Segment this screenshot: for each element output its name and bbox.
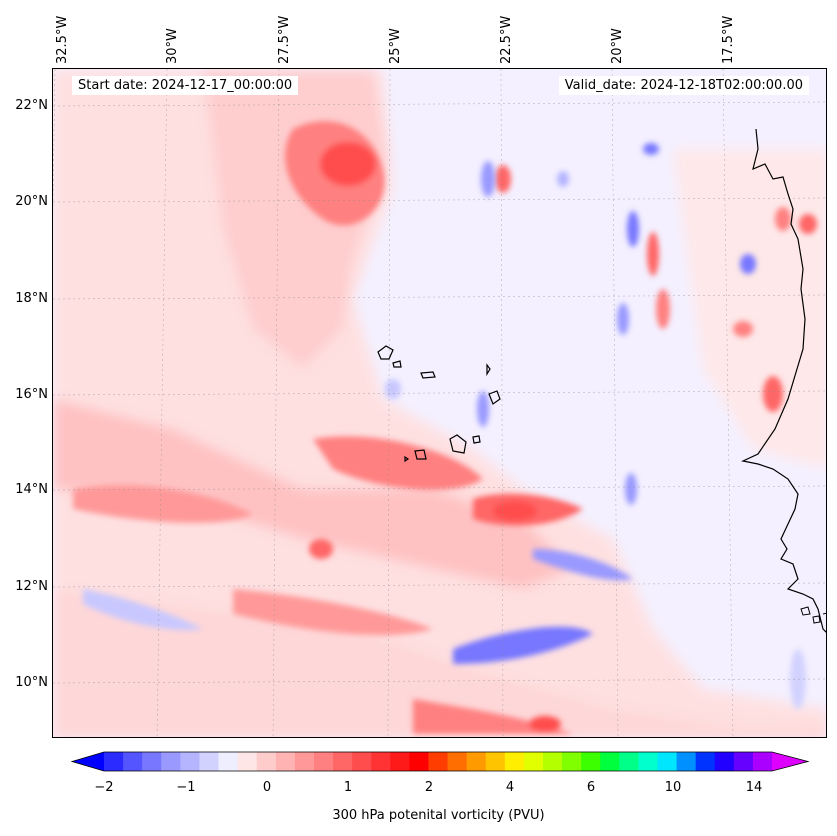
colorbar-label: 300 hPa potenital vorticity (PVU): [332, 808, 545, 823]
colorbar-segment: [504, 752, 525, 771]
lat-label-18n: 18°N: [15, 291, 48, 306]
graticule: [53, 69, 826, 737]
colorbar-segment: [333, 752, 353, 771]
colorbar-segment: [180, 752, 200, 771]
cb-tick-10: 10: [664, 780, 682, 795]
lat-label-14n: 14°N: [15, 482, 48, 497]
lat-label-22n: 22°N: [15, 98, 48, 113]
lon-label-32-5w: 32.5°W: [55, 15, 70, 64]
lon-label-17-5w: 17.5°W: [721, 15, 736, 64]
colorbar-segment: [466, 752, 487, 771]
colorbar-segment: [733, 752, 754, 771]
lon-label-20w: 20°W: [610, 28, 625, 64]
strong-positive-features: [73, 121, 817, 734]
colorbar-segment: [676, 752, 697, 771]
colorbar-segment: [523, 752, 544, 771]
colorbar-segment: [218, 752, 239, 771]
cb-tick-minus2: −2: [94, 780, 114, 795]
colorbar-segment: [256, 752, 277, 771]
colorbar-segment: [695, 752, 716, 771]
colorbar-segment: [638, 752, 658, 771]
colorbar-segment: [619, 752, 639, 771]
colorbar-segment: [275, 752, 296, 771]
colorbar-segment: [123, 752, 143, 771]
lat-label-12n: 12°N: [15, 579, 48, 594]
colorbar-segment: [161, 752, 181, 771]
colorbar-segment: [294, 752, 315, 771]
lon-label-30w: 30°W: [165, 28, 180, 64]
lat-label-10n: 10°N: [15, 675, 48, 690]
lon-label-27-5w: 27.5°W: [277, 15, 292, 64]
colorbar-segment: [409, 752, 429, 771]
colorbar-segment: [199, 752, 220, 771]
colorbar-segment: [485, 752, 506, 771]
cape-verde-islands: [377, 345, 501, 463]
lon-label-22-5w: 22.5°W: [499, 15, 514, 64]
colorbar: [70, 751, 810, 772]
lat-label-16n: 16°N: [15, 387, 48, 402]
valid-date-box: Valid_date: 2024-12-18T02:00:00.00: [558, 76, 809, 95]
cb-tick-0: 0: [262, 780, 272, 795]
colorbar-segment: [562, 752, 582, 771]
colorbar-segment: [237, 752, 258, 771]
pv-map: [52, 68, 827, 738]
cb-tick-2: 2: [424, 780, 434, 795]
african-coastline: [741, 128, 826, 633]
cb-tick-minus1: −1: [176, 780, 196, 795]
colorbar-segment: [142, 752, 162, 771]
colorbar-segment: [352, 752, 372, 771]
lon-label-25w: 25°W: [388, 28, 403, 64]
colorbar-segment: [752, 752, 773, 771]
colorbar-segment: [371, 752, 391, 771]
colorbar-segment: [714, 752, 735, 771]
colorbar-segment: [428, 752, 449, 771]
colorbar-outline: [70, 751, 810, 772]
colorbar-segment: [657, 752, 678, 771]
cb-tick-6: 6: [586, 780, 596, 795]
start-date-box: Start date: 2024-12-17_00:00:00: [72, 76, 299, 95]
colorbar-segment: [581, 752, 601, 771]
colorbar-segment: [542, 752, 563, 771]
colorbar-segment: [104, 752, 124, 771]
colorbar-segment: [447, 752, 468, 771]
pv-contour-field: [53, 69, 826, 737]
bijagos-islands: [800, 606, 826, 624]
lat-label-20n: 20°N: [15, 194, 48, 209]
colorbar-segment: [313, 752, 334, 771]
colorbar-extend-low: [72, 752, 104, 771]
colorbar-segment: [390, 752, 410, 771]
colorbar-segment: [600, 752, 620, 771]
cb-tick-1: 1: [343, 780, 353, 795]
negative-features: [83, 143, 806, 709]
colorbar-extend-high: [772, 752, 808, 771]
cb-tick-14: 14: [745, 780, 763, 795]
cb-tick-4: 4: [505, 780, 515, 795]
